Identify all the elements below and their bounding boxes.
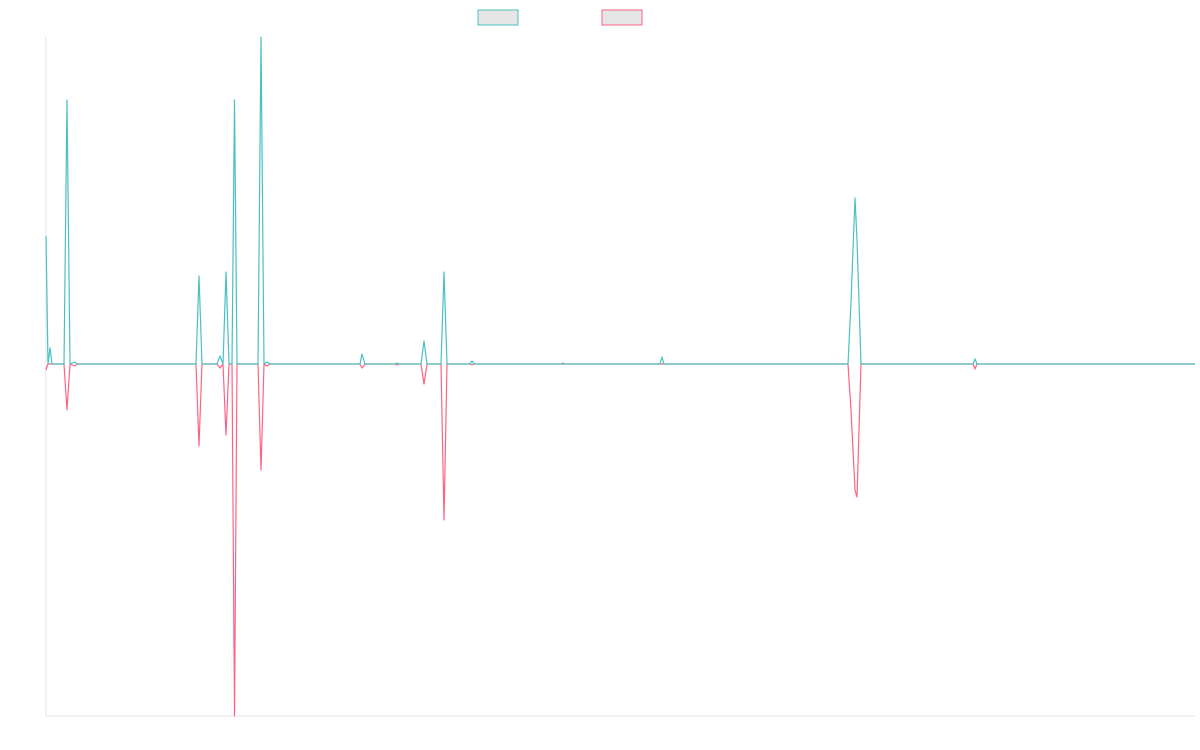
series-line <box>45 363 1195 717</box>
legend-swatch[interactable] <box>477 9 519 26</box>
series-line <box>45 36 1195 365</box>
legend-swatch[interactable] <box>601 9 643 26</box>
